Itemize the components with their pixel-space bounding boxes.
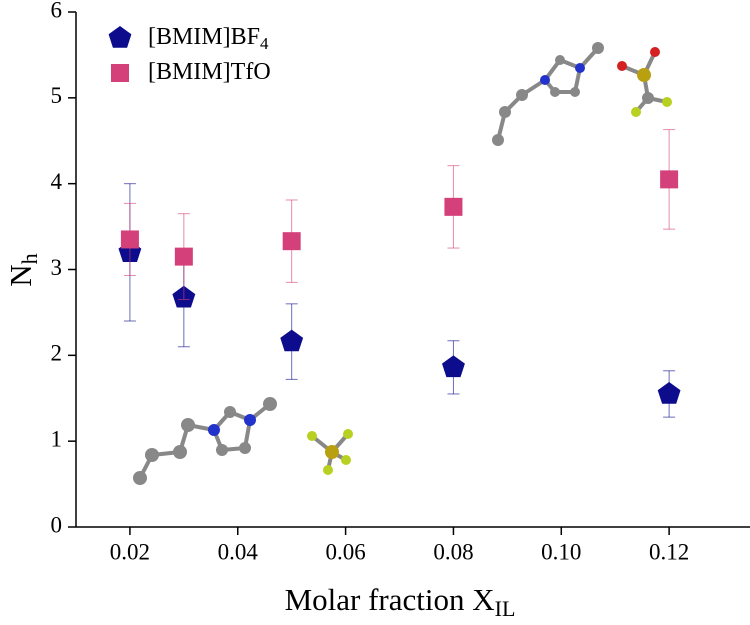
legend-name: [BMIM]TfO bbox=[148, 59, 271, 85]
marker bbox=[442, 355, 465, 378]
marker bbox=[657, 382, 681, 404]
y-tick-label: 4 bbox=[51, 169, 63, 194]
y-tick-label: 0 bbox=[51, 512, 63, 537]
y-tick-label: 1 bbox=[51, 426, 63, 451]
legend-marker bbox=[108, 26, 132, 48]
marker bbox=[174, 247, 193, 266]
marker bbox=[282, 232, 301, 251]
y-title-main: N bbox=[3, 264, 38, 286]
x-tick-label: 0.02 bbox=[110, 539, 150, 564]
legend-sub: 4 bbox=[260, 34, 269, 53]
y-tick-label: 3 bbox=[51, 255, 63, 280]
legend-label: [BMIM]BF4 bbox=[148, 24, 269, 53]
y-title-sub: h bbox=[17, 253, 42, 264]
marker bbox=[660, 170, 679, 189]
x-axis-title: Molar fraction XIL bbox=[285, 582, 516, 621]
marker bbox=[120, 230, 139, 249]
marker bbox=[444, 197, 463, 216]
legend-name: [BMIM]BF bbox=[148, 24, 260, 50]
marker bbox=[280, 329, 304, 352]
y-tick-label: 5 bbox=[51, 83, 63, 108]
molecule-decoration bbox=[138, 46, 668, 479]
y-tick-label: 6 bbox=[51, 0, 63, 22]
legend-marker bbox=[111, 64, 129, 82]
x-title-main: Molar fraction X bbox=[285, 582, 495, 617]
y-tick-label: 2 bbox=[51, 341, 63, 366]
x-tick-label: 0.04 bbox=[218, 539, 259, 564]
atoms bbox=[133, 42, 672, 485]
x-tick-label: 0.06 bbox=[325, 539, 365, 564]
x-tick-label: 0.08 bbox=[433, 539, 473, 564]
legend-label: [BMIM]TfO bbox=[148, 59, 271, 85]
x-title-sub: IL bbox=[495, 596, 516, 621]
x-tick-label: 0.10 bbox=[541, 539, 581, 564]
x-tick-label: 0.12 bbox=[649, 539, 689, 564]
y-axis-title: Nh bbox=[3, 253, 42, 286]
